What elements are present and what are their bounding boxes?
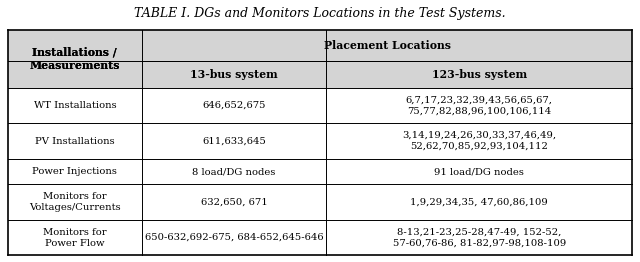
Text: 8 load/DG nodes: 8 load/DG nodes	[193, 167, 276, 176]
Bar	[142, 159, 326, 184]
Text: Placement Locations: Placement Locations	[324, 40, 451, 51]
Text: 8-13,21-23,25-28,47-49, 152-52,
57-60,76-86, 81-82,97-98,108-109: 8-13,21-23,25-28,47-49, 152-52, 57-60,76…	[393, 228, 566, 248]
Text: 3,14,19,24,26,30,33,37,46,49,
52,62,70,85,92,93,104,112: 3,14,19,24,26,30,33,37,46,49, 52,62,70,8…	[402, 131, 556, 151]
Text: Power Injections: Power Injections	[33, 167, 117, 176]
Text: 91 load/DG nodes: 91 load/DG nodes	[435, 167, 524, 176]
Text: Installations /
Measurements: Installations / Measurements	[29, 47, 120, 71]
Text: 13-bus system: 13-bus system	[190, 69, 278, 80]
Text: 632,650, 671: 632,650, 671	[201, 198, 268, 206]
Text: 650-632,692-675, 684-652,645-646: 650-632,692-675, 684-652,645-646	[145, 233, 323, 242]
Text: Monitors for
Voltages/Currents: Monitors for Voltages/Currents	[29, 192, 121, 212]
Text: PV Installations: PV Installations	[35, 137, 115, 146]
Bar	[326, 159, 632, 184]
Text: 1,9,29,34,35, 47,60,86,109: 1,9,29,34,35, 47,60,86,109	[410, 198, 548, 206]
Text: TABLE I. DGs and Monitors Locations in the Test Systems.: TABLE I. DGs and Monitors Locations in t…	[134, 7, 506, 20]
Text: 646,652,675: 646,652,675	[202, 101, 266, 110]
Text: 611,633,645: 611,633,645	[202, 137, 266, 146]
Text: 6,7,17,23,32,39,43,56,65,67,
75,77,82,88,96,100,106,114: 6,7,17,23,32,39,43,56,65,67, 75,77,82,88…	[406, 95, 553, 116]
Text: WT Installations: WT Installations	[33, 101, 116, 110]
Text: Installations /
Measurements: Installations / Measurements	[29, 47, 120, 71]
Bar	[8, 159, 142, 184]
Text: 123-bus system: 123-bus system	[432, 69, 527, 80]
Text: Monitors for
Power Flow: Monitors for Power Flow	[43, 228, 107, 248]
